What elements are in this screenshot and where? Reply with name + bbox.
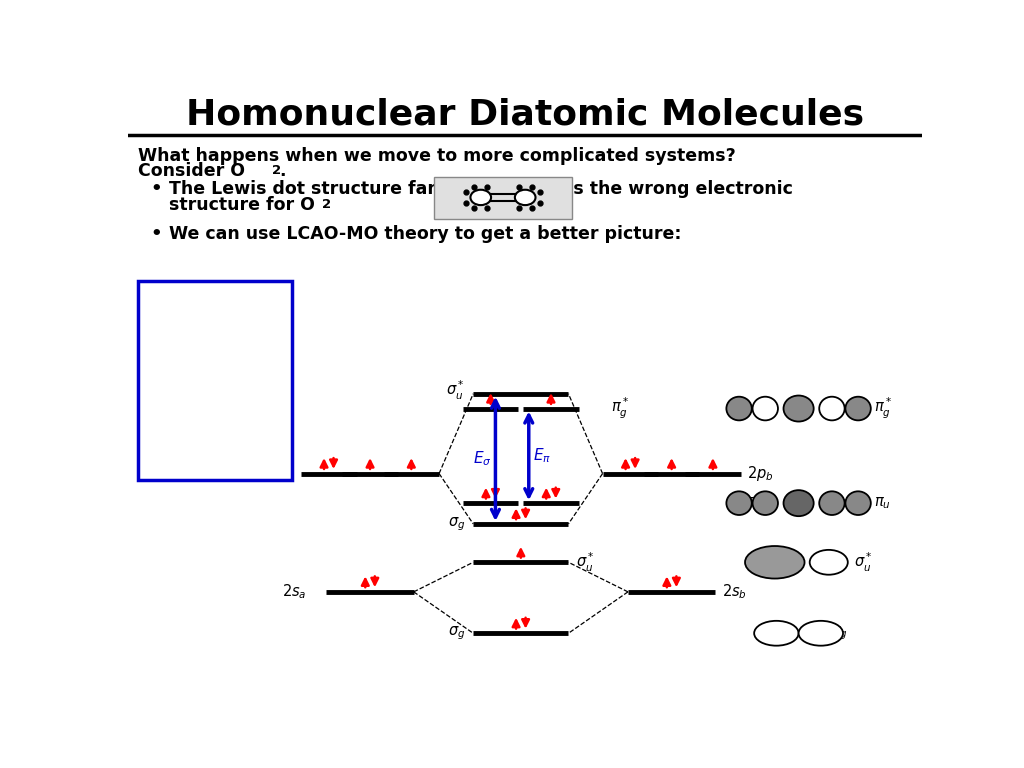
Text: $\sigma_u^*$: $\sigma_u^*$ [854, 551, 873, 574]
Text: $E_\pi$: $E_\pi$ [532, 446, 551, 465]
Text: $2s_a$: $2s_a$ [282, 582, 306, 601]
Text: $\sigma_g$: $\sigma_g$ [830, 624, 848, 642]
Text: We can use LCAO-MO theory to get a better picture:: We can use LCAO-MO theory to get a bette… [169, 224, 682, 243]
Text: $\pi_g^*$: $\pi_g^*$ [873, 396, 892, 421]
Text: $\sigma_u^*$: $\sigma_u^*$ [446, 379, 465, 402]
Ellipse shape [754, 621, 799, 646]
Text: structure for O: structure for O [169, 197, 315, 214]
Text: $\pi_u$: $\pi_u$ [748, 495, 764, 511]
Text: •: • [151, 224, 162, 243]
Ellipse shape [783, 396, 814, 422]
Text: 2: 2 [322, 198, 331, 211]
Text: $E_\sigma$: $E_\sigma$ [473, 449, 492, 468]
Ellipse shape [846, 397, 870, 420]
Text: more overlap: more overlap [160, 401, 270, 419]
Text: $\sigma_u^*$: $\sigma_u^*$ [577, 551, 595, 574]
Text: σ bonds have: σ bonds have [159, 372, 271, 390]
Text: Notice that: Notice that [169, 287, 261, 305]
Text: Homonuclear Diatomic Molecules: Homonuclear Diatomic Molecules [185, 98, 864, 131]
Text: $\pi_g^*$: $\pi_g^*$ [610, 396, 629, 421]
Text: •: • [151, 180, 162, 197]
Text: $E_\sigma > E_\pi,$: $E_\sigma > E_\pi,$ [183, 315, 246, 335]
Ellipse shape [846, 492, 870, 515]
Ellipse shape [745, 546, 805, 578]
Text: 2: 2 [271, 164, 281, 177]
Ellipse shape [819, 492, 845, 515]
Text: The Lewis dot structure famously predicts the wrong electronic: The Lewis dot structure famously predict… [169, 180, 794, 197]
Text: What happens when we move to more complicated systems?: What happens when we move to more compli… [138, 147, 736, 164]
Ellipse shape [726, 397, 752, 420]
Text: $2s_b$: $2s_b$ [722, 582, 746, 601]
Text: $\sigma_g$: $\sigma_g$ [447, 515, 465, 533]
Bar [137, 281, 292, 479]
Text: $\sigma_g$: $\sigma_g$ [447, 624, 465, 642]
Ellipse shape [819, 397, 845, 420]
Text: because the: because the [164, 344, 266, 362]
Text: Consider O: Consider O [138, 162, 246, 180]
Circle shape [515, 190, 536, 205]
Text: $2p_b$: $2p_b$ [748, 464, 773, 483]
Ellipse shape [810, 550, 848, 574]
Ellipse shape [783, 490, 814, 516]
Text: .: . [279, 162, 286, 180]
Text: $\pi_u$: $\pi_u$ [873, 495, 891, 511]
Ellipse shape [753, 397, 778, 420]
Ellipse shape [799, 621, 843, 646]
Bar [433, 177, 572, 220]
Ellipse shape [753, 492, 778, 515]
Circle shape [470, 190, 492, 205]
Text: $2p_a$: $2p_a$ [255, 464, 282, 483]
Ellipse shape [726, 492, 752, 515]
Text: than π bonds: than π bonds [161, 429, 269, 447]
